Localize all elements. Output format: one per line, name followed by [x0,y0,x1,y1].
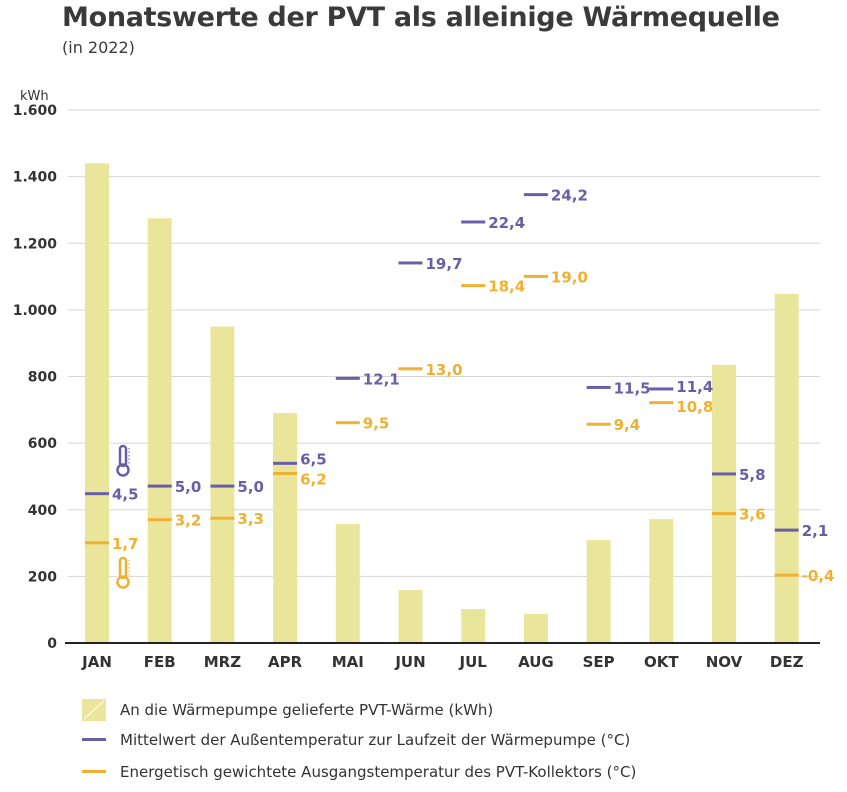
x-tick-label: FEB [144,653,176,671]
chart-title: Monatswerte der PVT als alleinige Wärmeq… [62,2,780,33]
marker-purple [398,261,423,265]
marker-orange [774,573,799,577]
y-tick-label: 1.200 [13,236,58,252]
marker-orange [523,274,548,278]
data-label-purple: 2,1 [802,522,829,540]
marker-orange [712,512,736,516]
data-label-orange: 13,0 [426,361,463,379]
chart-subtitle: (in 2022) [62,38,135,57]
legend-swatch-purple [82,738,106,741]
data-label-orange: 1,7 [112,535,139,553]
marker-purple [774,528,799,532]
data-label-purple: 5,8 [739,466,766,484]
marker-purple [649,387,674,391]
marker-purple [523,193,548,197]
bar-apr [273,413,298,643]
y-axis-label: kWh [20,89,49,104]
data-label-orange: 3,2 [175,512,202,530]
data-label-purple: 12,1 [363,370,400,388]
legend-swatch-bar [82,699,106,721]
y-tick-label: 1.000 [13,303,58,319]
x-tick-label: MAI [332,653,364,671]
y-tick-label: 200 [28,569,57,585]
thermometer-icon-orange [116,556,130,589]
bar-nov [712,364,736,643]
x-tick-label: OKT [644,653,679,671]
y-tick-label: 1.600 [13,103,58,119]
marker-orange [398,367,423,371]
legend-item-orange: Energetisch gewichtete Ausgangstemperatu… [82,763,636,781]
bar-mai [335,524,360,643]
y-tick-label: 800 [28,370,57,386]
legend-swatch-orange [82,770,106,773]
data-label-orange: 9,4 [614,416,641,434]
x-tick-label: JAN [81,653,112,671]
bar-jun [398,590,423,643]
data-label-orange: 3,6 [739,506,766,524]
legend-label-purple: Mittelwert der Außentemperatur zur Laufz… [120,731,631,749]
bar-jul [461,609,486,643]
bar-feb [147,218,172,643]
data-label-orange: -0,4 [802,567,835,585]
data-label-purple: 11,4 [676,378,713,396]
data-label-orange: 10,8 [676,398,713,416]
data-label-purple: 5,0 [237,478,264,496]
marker-orange [273,472,298,476]
data-label-orange: 19,0 [551,268,588,286]
marker-purple [85,492,109,496]
marker-purple [273,461,298,465]
data-label-purple: 22,4 [488,214,525,232]
data-label-purple: 11,5 [614,379,651,397]
legend-label-bar: An die Wärmepumpe gelieferte PVT-Wärme (… [120,701,494,719]
x-tick-label: JUL [459,653,488,671]
data-label-purple: 24,2 [551,187,588,205]
y-tick-label: 1.400 [13,170,58,186]
legend-item-bar: An die Wärmepumpe gelieferte PVT-Wärme (… [82,699,493,721]
bar-jan [85,163,109,644]
x-tick-label: JUN [394,653,425,671]
bar-aug [523,614,548,643]
marker-orange [335,421,360,425]
y-tick-label: 600 [28,436,57,452]
data-label-orange: 9,5 [363,415,390,433]
data-label-purple: 19,7 [426,255,463,273]
data-label-purple: 4,5 [112,486,139,504]
legend-item-purple: Mittelwert der Außentemperatur zur Laufz… [82,731,630,749]
marker-purple [586,385,611,389]
marker-orange [210,516,235,520]
x-tick-label: SEP [583,653,615,671]
data-label-orange: 3,3 [237,510,264,528]
data-label-orange: 6,2 [300,470,327,488]
marker-purple [147,484,172,488]
thermometer-icon-purple [116,444,130,477]
bar-sep [586,540,611,643]
marker-orange [649,401,674,405]
x-tick-label: AUG [518,653,554,671]
x-tick-label: MRZ [204,653,241,671]
marker-purple [210,484,235,488]
marker-purple [712,472,736,476]
bar-dez [774,293,799,643]
data-label-purple: 6,5 [300,450,327,468]
bar-okt [649,519,674,643]
y-tick-label: 0 [47,636,57,652]
x-tick-label: DEZ [770,653,804,671]
data-label-purple: 5,0 [175,478,202,496]
x-tick-label: NOV [706,653,743,671]
marker-orange [85,541,109,545]
marker-orange [461,284,486,288]
marker-purple [461,220,486,224]
data-label-orange: 18,4 [488,278,525,296]
marker-purple [335,376,360,380]
x-tick-label: APR [268,653,303,671]
legend-label-orange: Energetisch gewichtete Ausgangstemperatu… [120,763,637,781]
y-tick-label: 400 [28,503,57,519]
marker-orange [147,518,172,522]
marker-orange [586,422,611,426]
